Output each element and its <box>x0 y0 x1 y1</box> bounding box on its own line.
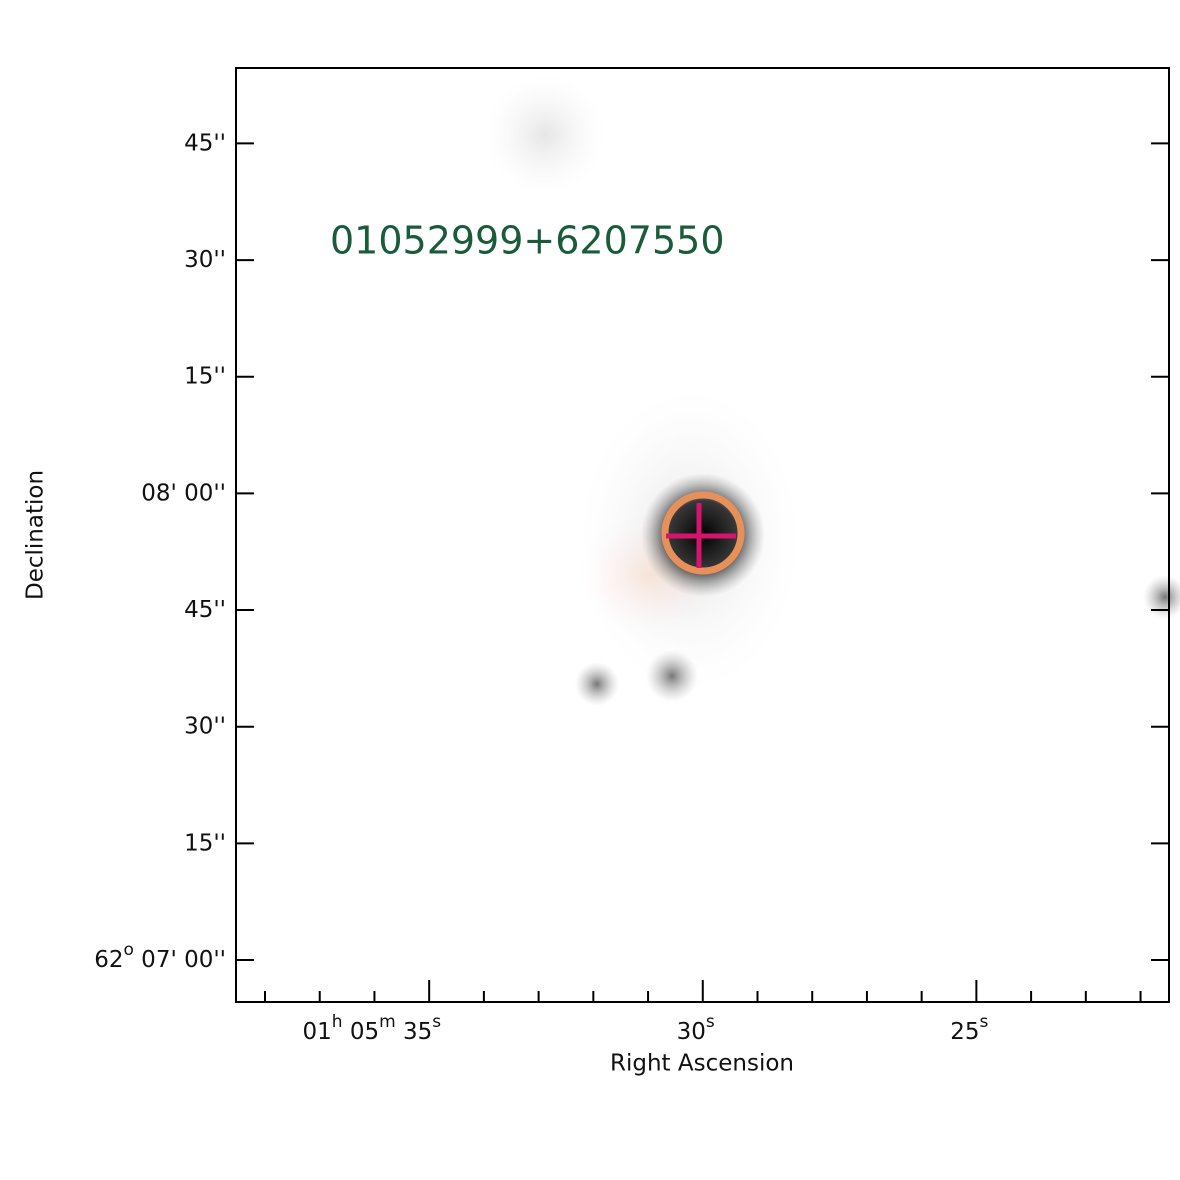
y-tick-label: 15'' <box>184 830 226 856</box>
object-name: 01052999+6207550 <box>330 219 725 263</box>
sky-image <box>485 75 1180 706</box>
y-axis-label: Declination <box>23 470 49 600</box>
y-tick-label: 30'' <box>184 247 226 273</box>
source-marker <box>661 491 745 575</box>
y-tick-label: 62o 07' 00'' <box>94 940 226 973</box>
y-tick-label: 30'' <box>184 713 226 739</box>
y-tick-label: 45'' <box>184 130 226 156</box>
y-tick-label: 15'' <box>184 363 226 389</box>
x-axis-label: Right Ascension <box>610 1051 794 1077</box>
x-tick-label: 30s <box>677 1012 715 1045</box>
x-tick-label: 25s <box>950 1012 988 1045</box>
y-tick-label: 08' 00'' <box>141 480 226 506</box>
y-tick-label: 45'' <box>184 597 226 623</box>
x-tick-label: 01h 05m 35s <box>303 1012 442 1045</box>
